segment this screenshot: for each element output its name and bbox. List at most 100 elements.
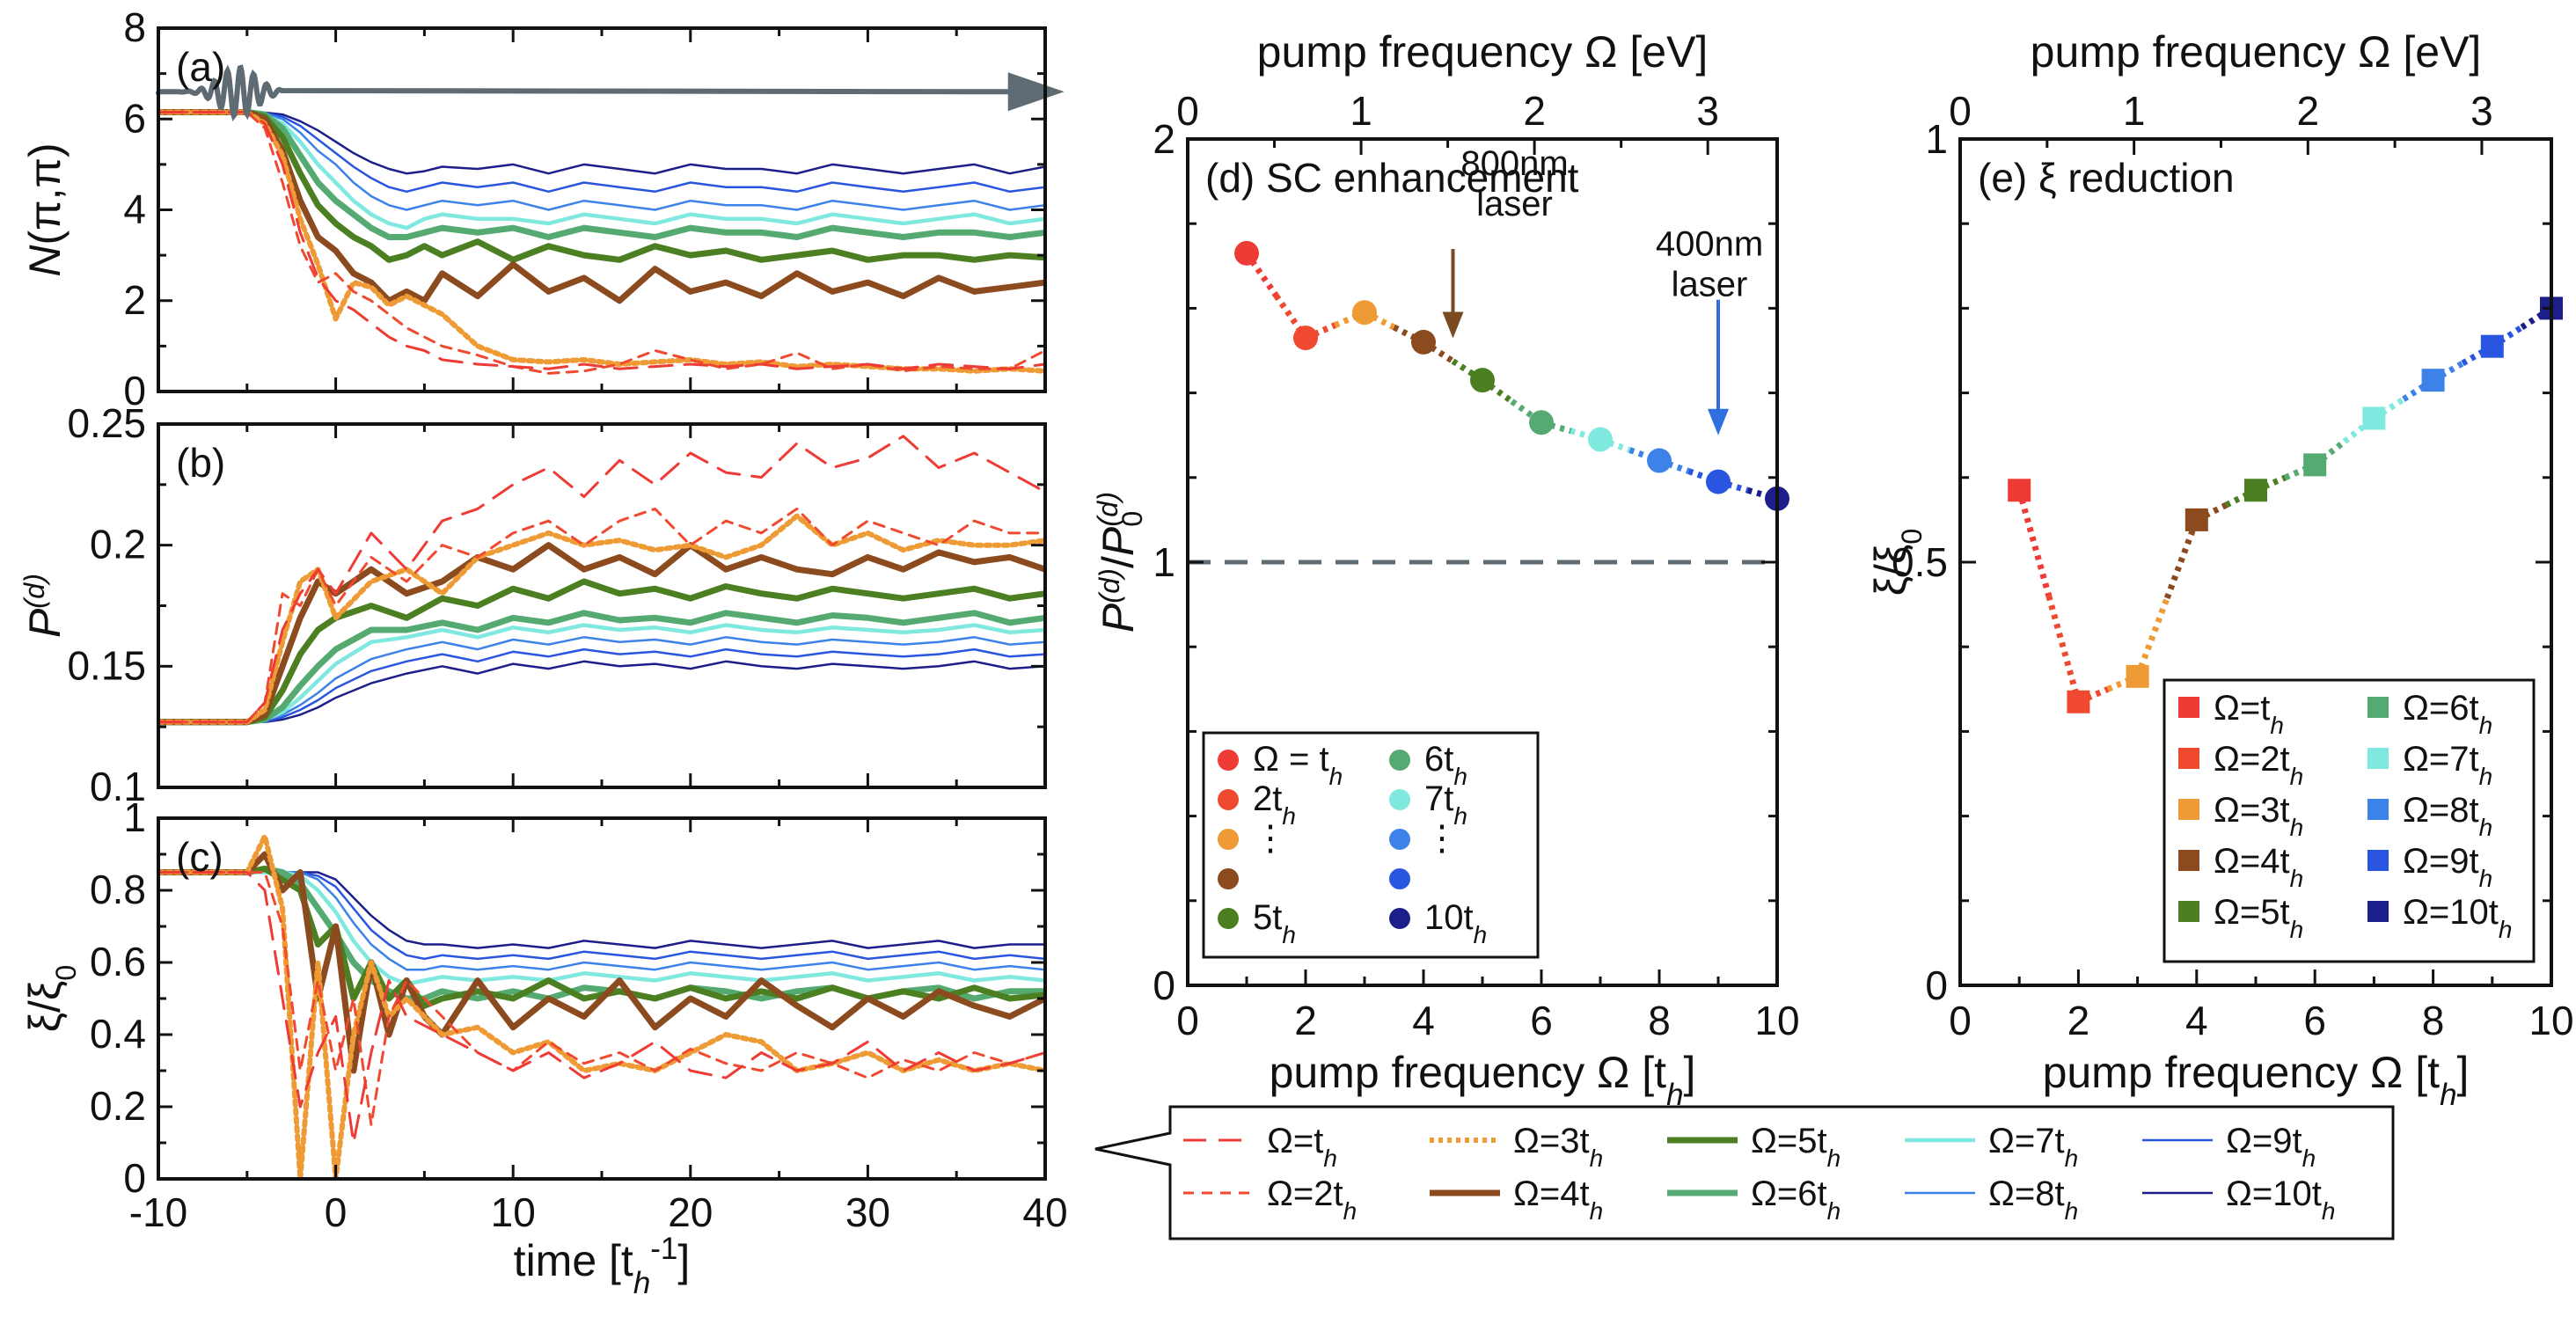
data-point-w6 [2303, 453, 2327, 477]
inset-legend-box [1202, 731, 1540, 959]
top-x-tick-label: 0 [1176, 88, 1199, 134]
x-tick-label: 8 [2422, 998, 2445, 1043]
top-x-tick-label: 1 [1350, 88, 1372, 134]
x-tick-label: 30 [845, 1189, 890, 1235]
legend-marker-w5 [1218, 908, 1239, 929]
x-tick-label: -10 [129, 1189, 187, 1235]
data-point-w5 [1470, 368, 1495, 393]
x-tick-label: 4 [1412, 998, 1435, 1043]
top-x-tick-label: 3 [1696, 88, 1719, 134]
data-point-w9 [2480, 334, 2504, 358]
connector [2016, 489, 2053, 597]
y-tick-label: 1 [1153, 539, 1175, 585]
legend-marker-w8 [1389, 829, 1410, 850]
data-point-w4 [2184, 508, 2208, 531]
data-point-w2 [2067, 690, 2090, 713]
data-point-w8 [2421, 369, 2445, 392]
y-tick-label: 0.25 [67, 400, 146, 446]
x-tick-label: 0 [1949, 998, 1972, 1043]
legend-marker-w9 [2367, 850, 2389, 871]
x-tick-label: 0 [325, 1189, 348, 1235]
y-axis-label: N(π,π) [20, 143, 70, 276]
x-axis-label: pump frequency Ω [th] [1270, 1048, 1696, 1112]
connector [2490, 325, 2524, 349]
series-line-w5 [158, 865, 1045, 1009]
panel-label: (a) [176, 44, 225, 90]
series-line-w6 [158, 610, 1045, 726]
series-line-w7 [158, 110, 1045, 230]
y-tick-label: 0.15 [67, 642, 146, 688]
top-x-axis-label: pump frequency Ω [eV] [2031, 27, 2482, 77]
y-tick-label: 0 [1153, 962, 1175, 1008]
series-line-w8 [158, 636, 1045, 723]
legend-marker-w8 [2367, 799, 2389, 820]
series-line-w9 [158, 871, 1045, 961]
top-x-tick-label: 0 [1949, 88, 1972, 134]
y-tick-label: 0.4 [90, 1011, 146, 1057]
y-tick-label: 2 [123, 277, 146, 323]
panel-label: (c) [176, 834, 223, 880]
connector [2313, 439, 2346, 468]
y-tick-label: 0 [123, 1155, 146, 1201]
y-tick-label: 4 [123, 187, 146, 232]
series-line-w10 [158, 871, 1045, 949]
top-x-tick-label: 2 [1523, 88, 1546, 134]
series-line-w1 [158, 111, 1045, 370]
legend-marker-w3 [2178, 799, 2199, 820]
x-axis-label: pump frequency Ω [th] [2043, 1048, 2470, 1112]
legend-marker-w7 [2367, 748, 2389, 769]
data-point-w1 [2008, 479, 2031, 502]
panel-label: (d) SC enhancement [1205, 155, 1579, 201]
connector [1422, 339, 1455, 364]
legend-marker-w4 [1218, 868, 1239, 889]
legend-label: ⋮ [1424, 819, 1460, 858]
series-line-w7 [158, 870, 1045, 986]
data-point-w5 [2244, 479, 2267, 502]
series-line-w6 [158, 109, 1045, 240]
annotation-text: 800nm [1460, 144, 1568, 183]
y-axis-label: P(d) [18, 574, 70, 638]
annotation-text: 400nm [1656, 224, 1763, 263]
y-tick-label: 0.2 [90, 1083, 146, 1129]
series-line-w1 [158, 435, 1045, 724]
legend-marker-w1 [2178, 697, 2199, 718]
x-tick-label: 10 [491, 1189, 536, 1235]
y-tick-label: 0.2 [90, 522, 146, 567]
x-tick-label: 8 [1648, 998, 1671, 1043]
series-line-w9 [158, 648, 1045, 723]
series-line-w7 [158, 623, 1045, 724]
series-line-w1 [158, 871, 1045, 1145]
connector [2372, 396, 2405, 421]
x-tick-label: 10 [1754, 998, 1799, 1043]
top-x-tick-label: 1 [2123, 88, 2146, 134]
data-point-w6 [1529, 410, 1554, 435]
annotation-arrow-head [1442, 311, 1464, 339]
annotation-arrow-head [1708, 408, 1729, 435]
legend-marker-w6 [1389, 750, 1410, 771]
series-line-w8 [158, 111, 1045, 211]
inset-legend-box [2163, 678, 2536, 963]
series-line-w3 [158, 513, 1045, 725]
y-tick-label: 6 [123, 95, 146, 141]
data-point-w8 [1647, 448, 1672, 473]
series-group [158, 109, 1045, 375]
legend-marker-w7 [1389, 789, 1410, 810]
series-line-w4 [158, 542, 1045, 726]
x-tick-label: 0 [1176, 998, 1199, 1043]
series-line-w5 [158, 109, 1045, 263]
data-point-w9 [1706, 469, 1731, 494]
annotation-text: laser [1476, 185, 1553, 223]
panel-b: 0.1 0.15 0.2 0.25 (b) P(d) [18, 400, 1047, 809]
legend-marker-w2 [2178, 748, 2199, 769]
series-line-w8 [158, 871, 1045, 971]
x-tick-label: 20 [668, 1189, 713, 1235]
x-tick-label: 2 [2067, 998, 2090, 1043]
y-tick-label: 0 [1925, 962, 1948, 1008]
x-tick-label: 6 [1530, 998, 1553, 1043]
legend-marker-w9 [1389, 868, 1410, 889]
data-point-w2 [1293, 326, 1318, 351]
y-tick-label: 2 [1153, 116, 1175, 162]
